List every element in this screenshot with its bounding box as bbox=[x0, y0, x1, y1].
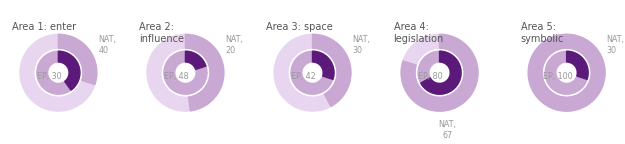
Polygon shape bbox=[291, 51, 334, 94]
Polygon shape bbox=[401, 34, 478, 111]
Text: Area 1: enter: Area 1: enter bbox=[12, 22, 76, 32]
Polygon shape bbox=[418, 51, 461, 94]
Polygon shape bbox=[186, 51, 206, 69]
Polygon shape bbox=[274, 34, 351, 111]
Polygon shape bbox=[567, 51, 588, 79]
Polygon shape bbox=[186, 34, 224, 111]
Text: NAT,
67: NAT, 67 bbox=[438, 120, 456, 140]
Polygon shape bbox=[312, 34, 351, 106]
Polygon shape bbox=[37, 51, 80, 94]
Polygon shape bbox=[58, 34, 97, 85]
Text: NAT,
40: NAT, 40 bbox=[98, 35, 116, 55]
Polygon shape bbox=[164, 51, 207, 94]
Text: EP, 80: EP, 80 bbox=[418, 72, 442, 81]
Polygon shape bbox=[528, 34, 605, 111]
Text: Area 2:
influence: Area 2: influence bbox=[139, 22, 184, 44]
Text: EP, 42: EP, 42 bbox=[291, 72, 316, 81]
Text: NAT,
30: NAT, 30 bbox=[352, 35, 370, 55]
Text: Area 4:
legislation: Area 4: legislation bbox=[394, 22, 444, 44]
Polygon shape bbox=[401, 34, 478, 111]
Polygon shape bbox=[545, 51, 588, 94]
Polygon shape bbox=[20, 34, 97, 111]
Text: NAT,
20: NAT, 20 bbox=[226, 35, 243, 55]
Text: EP, 48: EP, 48 bbox=[164, 72, 189, 81]
Text: Area 5:
symbolic: Area 5: symbolic bbox=[521, 22, 564, 44]
Polygon shape bbox=[312, 51, 334, 79]
Text: EP, 30: EP, 30 bbox=[37, 72, 61, 81]
Polygon shape bbox=[147, 34, 224, 111]
Text: EP, 100: EP, 100 bbox=[542, 72, 572, 81]
Text: Area 3: space: Area 3: space bbox=[266, 22, 333, 32]
Polygon shape bbox=[528, 34, 605, 111]
Text: NAT,
30: NAT, 30 bbox=[606, 35, 624, 55]
Polygon shape bbox=[58, 51, 80, 90]
Polygon shape bbox=[421, 51, 461, 94]
